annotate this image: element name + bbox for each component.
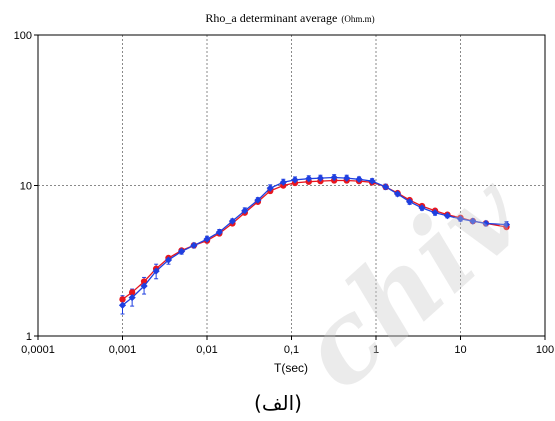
x-axis-label: T(sec) bbox=[274, 361, 308, 375]
data-point bbox=[355, 175, 363, 183]
y-tick-label: 100 bbox=[14, 30, 32, 42]
y-axis-ticks: 1 10 100 bbox=[14, 30, 38, 343]
data-point bbox=[418, 204, 426, 212]
x-tick-label: 0,001 bbox=[109, 344, 137, 356]
series-2 bbox=[118, 173, 511, 309]
data-point bbox=[279, 178, 287, 186]
data-point bbox=[190, 241, 198, 249]
data-point bbox=[469, 217, 477, 225]
data-point bbox=[266, 184, 274, 192]
data-series bbox=[118, 173, 511, 309]
data-point bbox=[241, 207, 249, 215]
data-point bbox=[140, 282, 148, 290]
figure-caption: (الف) bbox=[254, 391, 302, 415]
chart-title: Rho_a determinant average (Ohm.m) bbox=[205, 11, 374, 25]
data-point bbox=[443, 212, 452, 220]
x-tick-label: 1 bbox=[373, 344, 379, 356]
data-point bbox=[316, 174, 325, 182]
data-point bbox=[128, 293, 136, 302]
data-point bbox=[164, 256, 173, 264]
x-tick-label: 100 bbox=[536, 344, 554, 356]
data-point bbox=[456, 215, 465, 223]
data-point bbox=[119, 296, 126, 303]
data-point bbox=[254, 196, 262, 204]
x-axis-ticks: 0,0001 0,001 0,01 0,1 1 10 100 bbox=[21, 336, 554, 356]
data-point bbox=[482, 219, 490, 227]
data-point bbox=[305, 175, 313, 183]
data-point bbox=[382, 183, 390, 191]
data-point bbox=[118, 301, 127, 309]
data-point bbox=[330, 173, 338, 182]
x-tick-label: 0,01 bbox=[196, 344, 217, 356]
watermark: chiv bbox=[274, 149, 549, 415]
data-point bbox=[128, 289, 136, 296]
data-point bbox=[502, 220, 511, 229]
data-point bbox=[215, 228, 223, 236]
data-point bbox=[406, 198, 414, 206]
data-point bbox=[228, 217, 237, 225]
x-tick-label: 0,1 bbox=[284, 344, 299, 356]
data-point bbox=[431, 209, 439, 217]
data-point bbox=[177, 247, 186, 255]
x-tick-label: 10 bbox=[454, 344, 466, 356]
data-point bbox=[393, 190, 402, 198]
y-tick-label: 1 bbox=[26, 331, 32, 343]
data-point bbox=[291, 176, 299, 184]
data-point bbox=[203, 235, 211, 243]
data-point bbox=[343, 174, 351, 182]
x-tick-label: 0,0001 bbox=[21, 344, 55, 356]
data-point bbox=[152, 267, 160, 275]
data-point bbox=[368, 177, 376, 185]
y-tick-label: 10 bbox=[20, 181, 32, 193]
